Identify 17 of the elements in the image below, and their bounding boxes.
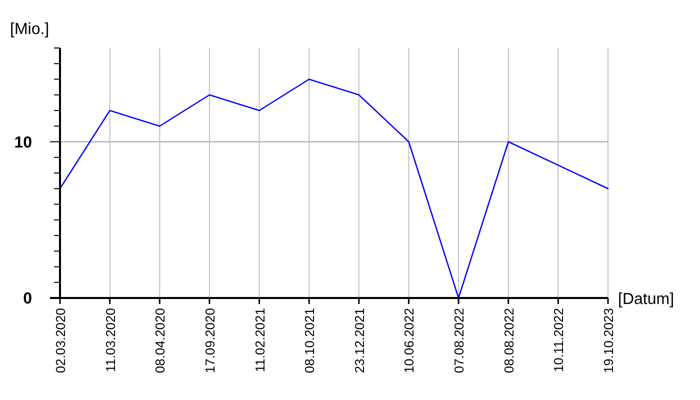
x-tick-label: 07.08.2022 (452, 308, 467, 374)
x-tick-label: 08.08.2022 (501, 308, 516, 374)
y-axis-title: [Mio.] (10, 21, 50, 38)
x-tick-label: 10.06.2022 (402, 308, 417, 374)
x-tick-label: 10.11.2022 (551, 308, 566, 372)
x-tick-label: 19.10.2023 (601, 308, 616, 374)
x-tick-label: 08.10.2021 (302, 308, 318, 374)
x-tick-label: 17.09.2020 (202, 308, 218, 374)
x-axis-title: [Datum] (618, 291, 674, 308)
y-tick-label: 10 (14, 134, 32, 152)
x-tick-label: 11.02.2021 (252, 308, 268, 372)
x-tick-label: 11.03.2020 (102, 308, 118, 372)
line-series (59, 78, 609, 299)
x-tick-label: 02.03.2020 (53, 308, 68, 374)
x-tick-label: 08.04.2020 (152, 308, 168, 374)
x-tick-label: 23.12.2021 (352, 308, 367, 374)
y-tick-label: 0 (23, 290, 32, 308)
